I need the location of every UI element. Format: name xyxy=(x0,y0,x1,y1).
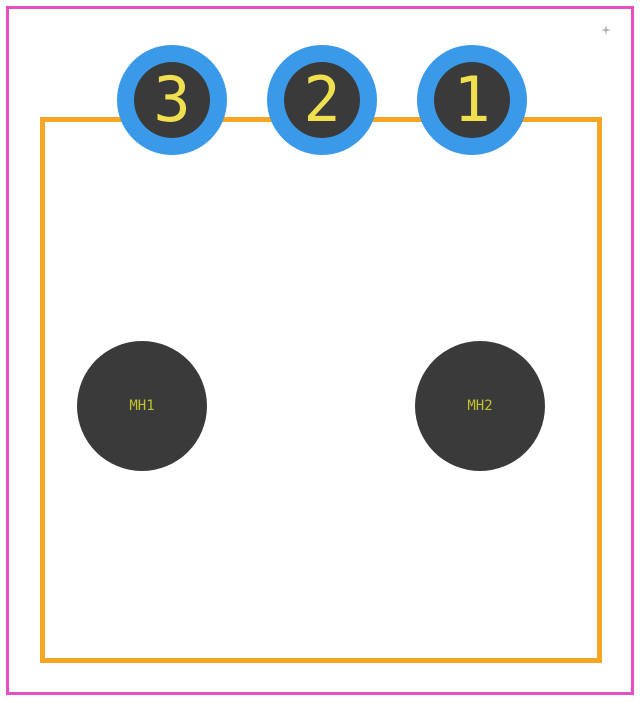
hole-mh2-label: MH2 xyxy=(467,398,492,414)
pad-3-label: 3 xyxy=(153,69,190,131)
hole-mh1: MH1 xyxy=(77,341,207,471)
pad-1: 1 xyxy=(417,45,527,155)
pad-3: 3 xyxy=(117,45,227,155)
hole-mh2: MH2 xyxy=(415,341,545,471)
origin-marker-icon xyxy=(601,25,611,35)
pad-3-inner: 3 xyxy=(134,62,210,138)
pad-1-inner: 1 xyxy=(434,62,510,138)
pad-2-label: 2 xyxy=(303,69,340,131)
hole-mh1-label: MH1 xyxy=(129,398,154,414)
pad-2: 2 xyxy=(267,45,377,155)
pad-2-inner: 2 xyxy=(284,62,360,138)
pad-1-label: 1 xyxy=(453,69,490,131)
